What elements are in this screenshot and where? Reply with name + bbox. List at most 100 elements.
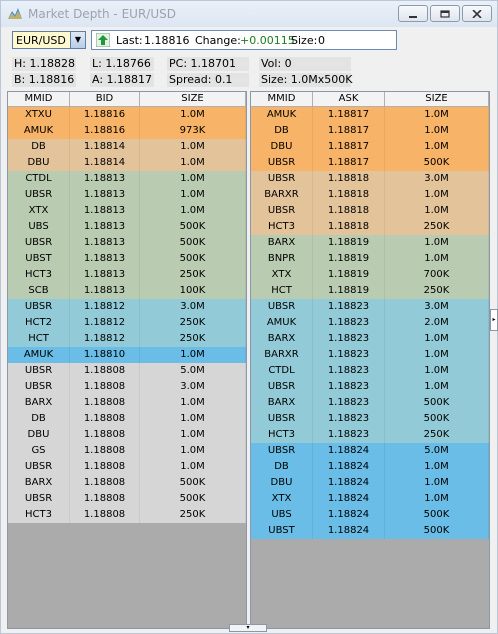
maximize-button[interactable]	[430, 5, 460, 22]
symbol-select[interactable]: EUR/USD ▼	[12, 31, 86, 49]
size-cell: 1.0M	[385, 491, 489, 507]
table-row[interactable]: DBU 1.18817 1.0M	[251, 139, 489, 155]
size-cell: 1.0M	[140, 443, 246, 459]
table-row[interactable]: DBU 1.18808 1.0M	[8, 427, 246, 443]
table-row[interactable]: UBSR 1.18808 1.0M	[8, 459, 246, 475]
table-row[interactable]: BARX 1.18819 1.0M	[251, 235, 489, 251]
table-row[interactable]: DB 1.18817 1.0M	[251, 123, 489, 139]
table-row[interactable]: CTDL 1.18813 1.0M	[8, 171, 246, 187]
table-row[interactable]: DBU 1.18814 1.0M	[8, 155, 246, 171]
mmid-cell: CTDL	[8, 171, 70, 187]
size-column-header[interactable]: SIZE	[385, 92, 489, 106]
mmid-column-header[interactable]: MMID	[251, 92, 313, 106]
table-row[interactable]: AMUK 1.18816 973K	[8, 123, 246, 139]
price-cell: 1.18824	[313, 523, 385, 539]
table-row[interactable]: HCT 1.18819 250K	[251, 283, 489, 299]
table-row[interactable]: UBSR 1.18818 1.0M	[251, 203, 489, 219]
size-cell: 1.0M	[385, 187, 489, 203]
table-row[interactable]: HCT3 1.18823 250K	[251, 427, 489, 443]
table-row[interactable]: DB 1.18808 1.0M	[8, 411, 246, 427]
size-cell: 250K	[140, 507, 246, 523]
mmid-cell: UBSR	[251, 203, 313, 219]
table-row[interactable]: BARX 1.18808 1.0M	[8, 395, 246, 411]
minimize-button[interactable]	[398, 5, 428, 22]
table-row[interactable]: UBSR 1.18824 5.0M	[251, 443, 489, 459]
table-row[interactable]: BARX 1.18823 1.0M	[251, 331, 489, 347]
title-bar[interactable]: Market Depth - EUR/USD	[1, 1, 497, 27]
table-row[interactable]: XTXU 1.18816 1.0M	[8, 107, 246, 123]
table-row[interactable]: UBSR 1.18823 1.0M	[251, 379, 489, 395]
ask-column-header[interactable]: ASK	[313, 92, 385, 106]
table-row[interactable]: UBSR 1.18808 5.0M	[8, 363, 246, 379]
size-cell: 1.0M	[385, 203, 489, 219]
size-cell: 250K	[385, 283, 489, 299]
bid-table: MMID BID SIZE XTXU 1.18816 1.0M AMUK 1.18816…	[7, 91, 247, 629]
table-row[interactable]: UBST 1.18824 500K	[251, 523, 489, 539]
table-row[interactable]: UBSR 1.18823 500K	[251, 411, 489, 427]
bid-column-header[interactable]: BID	[70, 92, 140, 106]
mmid-column-header[interactable]: MMID	[8, 92, 70, 106]
table-row[interactable]: UBSR 1.18813 500K	[8, 235, 246, 251]
mmid-cell: DB	[251, 459, 313, 475]
table-row[interactable]: HCT3 1.18818 250K	[251, 219, 489, 235]
chevron-down-icon[interactable]: ▼	[70, 32, 85, 48]
mmid-cell: XTX	[251, 491, 313, 507]
size-cell: 3.0M	[140, 299, 246, 315]
table-row[interactable]: BARXR 1.18823 1.0M	[251, 347, 489, 363]
table-row[interactable]: DB 1.18814 1.0M	[8, 139, 246, 155]
table-row[interactable]: UBSR 1.18823 3.0M	[251, 299, 489, 315]
table-row[interactable]: SCB 1.18813 100K	[8, 283, 246, 299]
price-cell: 1.18808	[70, 379, 140, 395]
table-row[interactable]: BARX 1.18808 500K	[8, 475, 246, 491]
table-row[interactable]: HCT 1.18812 250K	[8, 331, 246, 347]
mmid-cell: UBSR	[8, 235, 70, 251]
symbol-value: EUR/USD	[16, 34, 66, 47]
size-cell: 250K	[140, 315, 246, 331]
size-stat: Size: 1.0Mx500K	[259, 73, 353, 87]
close-button[interactable]	[462, 5, 492, 22]
price-cell: 1.18808	[70, 507, 140, 523]
size-cell: 1.0M	[140, 171, 246, 187]
table-row[interactable]: UBSR 1.18808 3.0M	[8, 379, 246, 395]
table-row[interactable]: BARX 1.18823 500K	[251, 395, 489, 411]
size-cell: 5.0M	[385, 443, 489, 459]
table-row[interactable]: XTX 1.18824 1.0M	[251, 491, 489, 507]
table-row[interactable]: DB 1.18824 1.0M	[251, 459, 489, 475]
price-cell: 1.18808	[70, 443, 140, 459]
size-column-header[interactable]: SIZE	[140, 92, 246, 106]
table-row[interactable]: CTDL 1.18823 1.0M	[251, 363, 489, 379]
size-cell: 1.0M	[140, 459, 246, 475]
table-row[interactable]: UBSR 1.18812 3.0M	[8, 299, 246, 315]
mmid-cell: UBST	[8, 251, 70, 267]
mmid-cell: HCT2	[8, 315, 70, 331]
table-row[interactable]: XTX 1.18813 1.0M	[8, 203, 246, 219]
table-row[interactable]: XTX 1.18819 700K	[251, 267, 489, 283]
mmid-cell: BARX	[251, 235, 313, 251]
bottom-splitter-grip[interactable]: ▾	[229, 624, 267, 632]
table-row[interactable]: UBST 1.18813 500K	[8, 251, 246, 267]
table-row[interactable]: HCT3 1.18813 250K	[8, 267, 246, 283]
right-splitter-grip[interactable]: ▸	[490, 309, 498, 331]
table-row[interactable]: UBS 1.18824 500K	[251, 507, 489, 523]
ask-rows: AMUK 1.18817 1.0M DB 1.18817 1.0M DBU 1.18817 1.…	[251, 107, 489, 539]
table-row[interactable]: AMUK 1.18817 1.0M	[251, 107, 489, 123]
table-row[interactable]: AMUK 1.18810 1.0M	[8, 347, 246, 363]
table-row[interactable]: BARXR 1.18818 1.0M	[251, 187, 489, 203]
table-row[interactable]: UBS 1.18813 500K	[8, 219, 246, 235]
table-row[interactable]: AMUK 1.18823 2.0M	[251, 315, 489, 331]
table-row[interactable]: BNPR 1.18819 1.0M	[251, 251, 489, 267]
size-cell: 500K	[385, 155, 489, 171]
table-row[interactable]: UBSR 1.18817 500K	[251, 155, 489, 171]
table-row[interactable]: DBU 1.18824 1.0M	[251, 475, 489, 491]
mmid-cell: HCT	[251, 283, 313, 299]
table-row[interactable]: HCT3 1.18808 250K	[8, 507, 246, 523]
table-row[interactable]: HCT2 1.18812 250K	[8, 315, 246, 331]
up-arrow-icon	[96, 33, 110, 47]
table-row[interactable]: UBSR 1.18813 1.0M	[8, 187, 246, 203]
mmid-cell: SCB	[8, 283, 70, 299]
mmid-cell: HCT3	[251, 427, 313, 443]
table-row[interactable]: UBSR 1.18808 500K	[8, 491, 246, 507]
mmid-cell: UBSR	[8, 363, 70, 379]
table-row[interactable]: UBSR 1.18818 3.0M	[251, 171, 489, 187]
table-row[interactable]: GS 1.18808 1.0M	[8, 443, 246, 459]
